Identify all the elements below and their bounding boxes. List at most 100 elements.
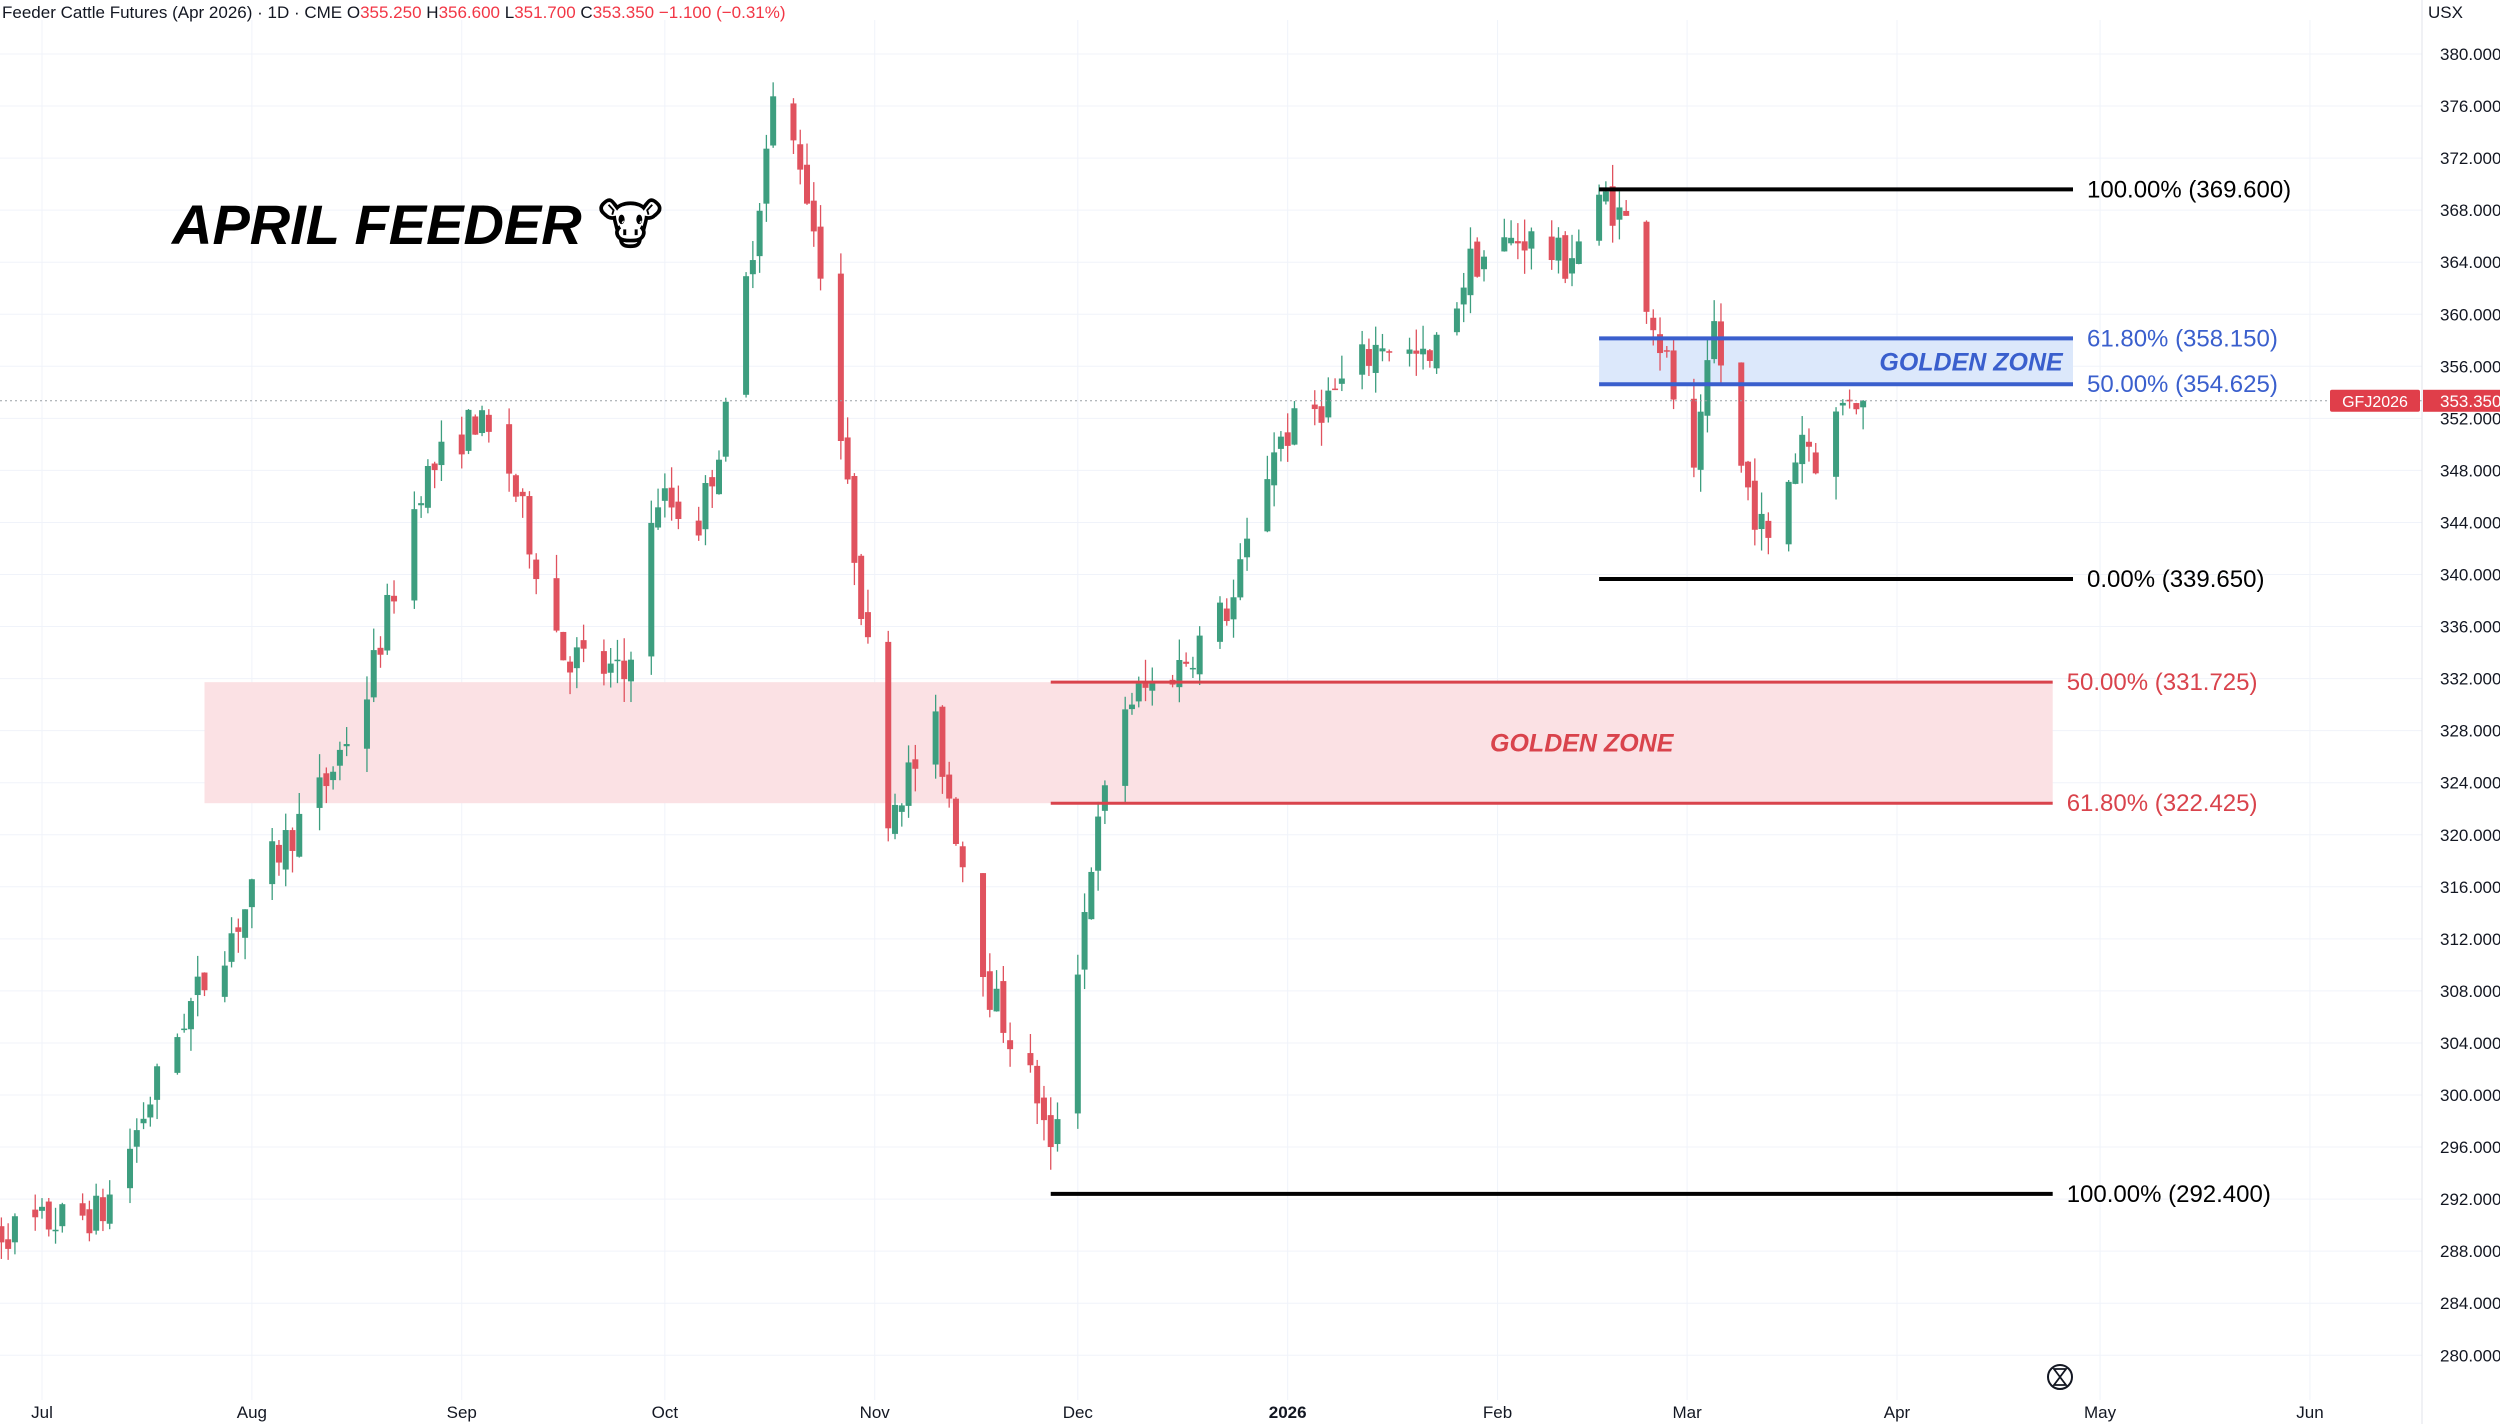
golden-zone-rect [204,682,2053,804]
currency-label[interactable]: USX [2428,3,2463,22]
candle-body [1839,402,1846,406]
candle-body [174,1037,181,1073]
candle-body [140,1118,147,1124]
time-axis[interactable]: Jul Aug Sep Oct Nov Dec 2026 Feb Mar Apr May Jun [31,1403,2324,1422]
candle-body [885,641,892,829]
x-tick-label: Dec [1063,1403,1094,1422]
candle-body [533,559,540,580]
golden-zone-rect [1599,338,2073,385]
candle-body [363,699,370,749]
candle-body [1359,344,1366,375]
candle-body [1717,321,1724,366]
candle-body [228,933,235,962]
price-axis[interactable]: 280.000 284.000 288.000 292.000 296.000 300.0… [2330,0,2500,1424]
candle-body [316,777,323,808]
candle-body [560,631,567,661]
candle-body [1860,400,1867,408]
candle-body [1047,1115,1054,1148]
candle-body [1521,241,1528,251]
candle-body [248,879,255,908]
candle-body [418,503,425,506]
x-tick-label: Apr [1884,1403,1911,1422]
candle-body [1460,287,1467,305]
x-tick-label: Feb [1483,1403,1512,1422]
candle-body [749,260,756,275]
candle-body [1812,452,1819,474]
y-tick-label: 372.000 [2440,149,2500,168]
symbol-name[interactable]: Feeder Cattle Futures (Apr 2026) · 1D · … [2,3,343,22]
candle-body [1264,479,1271,532]
y-tick-label: 304.000 [2440,1034,2500,1053]
candle-body [1081,912,1088,970]
candle-body [1765,520,1772,538]
candle-body [1277,436,1284,449]
y-tick-label: 328.000 [2440,722,2500,741]
candle-body [5,1239,12,1249]
x-tick-label: Aug [237,1403,267,1422]
last-price-value: 353.350 [2440,392,2500,411]
candle-body [323,773,330,787]
y-tick-label: 380.000 [2440,45,2500,64]
x-tick-label: Jul [31,1403,53,1422]
candle-body [716,459,722,495]
candle-body [154,1066,161,1100]
candle-body [330,771,337,781]
candle-body [32,1209,39,1218]
candle-body [1657,334,1664,354]
candle-body [1291,408,1298,445]
candle-body [147,1104,154,1118]
candle-body [438,441,445,466]
y-tick-label: 292.000 [2440,1190,2500,1209]
candle-body [553,578,560,631]
candle-body [127,1148,134,1189]
candle-body [1846,399,1853,402]
candle-body [242,909,249,938]
candle-body [45,1201,52,1230]
close-value: 353.350 [592,3,655,22]
candles [0,82,1867,1260]
candle-body [1372,344,1379,373]
candle-body [1738,362,1745,466]
candle-body [722,401,729,457]
y-tick-label: 360.000 [2440,305,2500,324]
candle-body [980,873,987,978]
replay-icon[interactable] [2047,1364,2073,1390]
y-tick-label: 312.000 [2440,930,2500,949]
candle-body [1074,974,1081,1114]
x-tick-label: Sep [447,1403,477,1422]
candle-body [1386,351,1393,353]
candle-body [282,830,289,870]
candle-body [1616,207,1623,220]
candle-body [1189,667,1196,670]
candle-body [106,1194,113,1224]
candle-body [695,520,702,536]
candle-body [709,477,716,487]
candle-body [1128,704,1135,710]
candle-body [519,491,526,497]
candle-body [621,660,628,680]
candle-body [1149,680,1156,691]
close-key: C [580,3,593,22]
y-tick-label: 280.000 [2440,1346,2500,1365]
candle-body [1562,235,1569,279]
candle-body [221,965,228,997]
fib-levels[interactable]: 100.00% (369.600) 61.80% (358.150) 50.00% … [1050,176,2291,1208]
change-value: −1.100 (−0.31%) [658,3,786,22]
candle-body [1122,709,1129,786]
candle-body [668,487,675,508]
fib-level-label: 61.80% (358.150) [2087,325,2278,352]
candle-body [1548,236,1555,261]
x-tick-label: Jun [2296,1403,2323,1422]
candle-body [1027,1053,1034,1066]
y-tick-label: 320.000 [2440,826,2500,845]
candle-body [93,1195,100,1231]
candle-body [1379,348,1386,352]
y-tick-label: 316.000 [2440,878,2500,897]
candle-body [1284,432,1291,446]
y-tick-label: 332.000 [2440,670,2500,689]
candle-body [959,846,966,868]
symbol-tag: GFJ2026 [2342,394,2408,411]
candle-body [1785,481,1792,545]
candle-body [661,488,668,501]
